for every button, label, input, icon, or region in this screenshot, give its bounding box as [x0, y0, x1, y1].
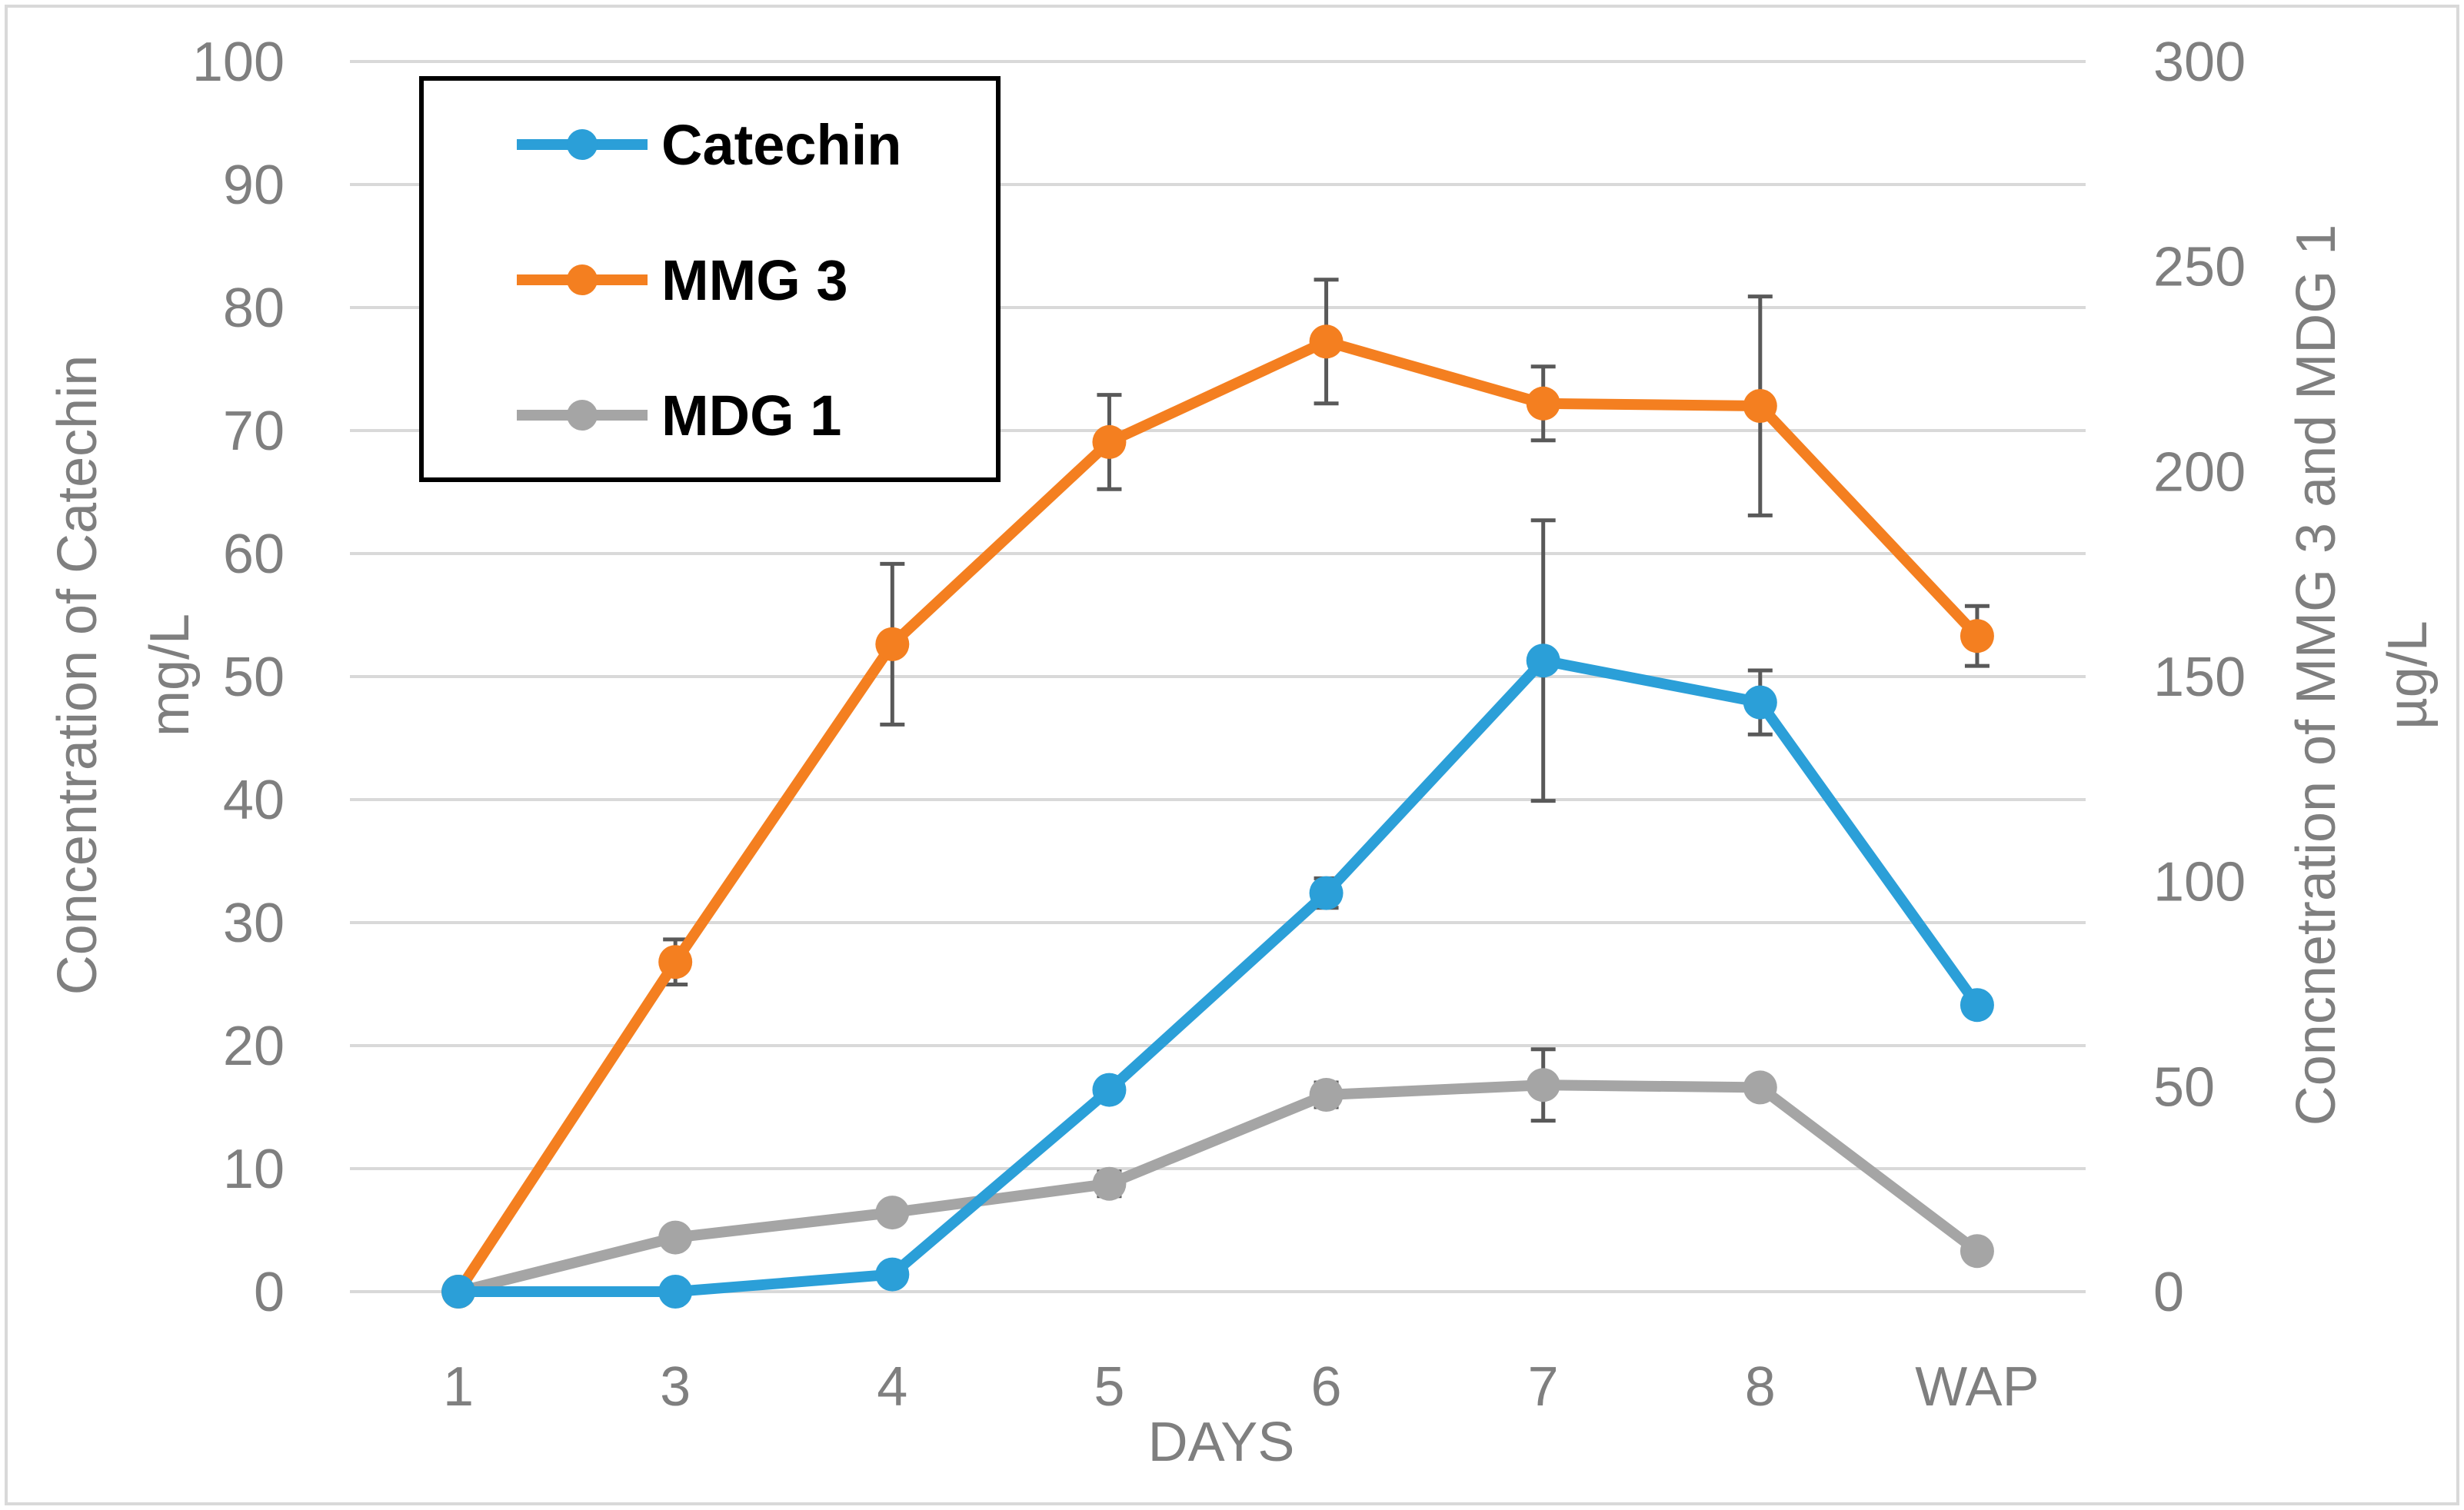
data-point-catechin — [441, 1275, 476, 1309]
data-point-mmg3 — [1526, 386, 1560, 421]
x-tick-label: 8 — [1745, 1356, 1776, 1418]
x-tick-label: WAP — [1915, 1356, 2039, 1418]
left-tick-label: 70 — [223, 401, 285, 462]
left-tick-label: 90 — [223, 155, 285, 216]
data-point-mdg1 — [1526, 1068, 1560, 1103]
legend: Catechin MMG 3 MDG 1 — [419, 76, 1001, 482]
left-tick-label: 10 — [223, 1139, 285, 1200]
gridlines — [350, 60, 2086, 1293]
left-tick-label: 20 — [223, 1016, 285, 1077]
data-point-mdg1 — [1960, 1234, 1994, 1269]
series-line-mmg3 — [453, 336, 1983, 1297]
left-tick-label: 30 — [223, 893, 285, 954]
left-axis-title: Concentration of Catechin mg/L — [47, 355, 201, 996]
x-tick-label: 1 — [443, 1356, 474, 1418]
right-tick-label: 100 — [2153, 852, 2246, 913]
x-tick-label: 4 — [877, 1356, 907, 1418]
data-point-mdg1 — [1743, 1070, 1777, 1105]
data-point-mdg1 — [1309, 1078, 1344, 1112]
left-axis-title-line-2: mg/L — [139, 614, 201, 737]
series-line-mdg1 — [453, 1079, 1983, 1297]
legend-label-mdg1: MDG 1 — [661, 384, 841, 447]
data-point-mmg3 — [1960, 619, 1994, 654]
data-point-mmg3 — [875, 627, 910, 661]
left-tick-label: 50 — [223, 647, 285, 708]
left-tick-label: 60 — [223, 524, 285, 585]
right-axis-title: Concnetration of MMG 3 and MDG 1 µg/L — [2286, 225, 2439, 1126]
data-point-catechin — [875, 1257, 910, 1292]
legend-label-mmg3: MMG 3 — [661, 248, 848, 312]
x-tick-label: 6 — [1311, 1356, 1342, 1418]
right-tick-label: 200 — [2153, 441, 2246, 503]
data-point-mdg1 — [875, 1196, 910, 1230]
legend-marker-mmg3 — [567, 264, 598, 295]
x-axis-ticks: 1 3 4 5 6 7 8 WAP — [443, 1356, 2039, 1418]
right-tick-label: 300 — [2153, 32, 2246, 93]
x-tick-label: 7 — [1528, 1356, 1559, 1418]
left-tick-label: 0 — [254, 1262, 285, 1323]
left-tick-label: 100 — [192, 32, 285, 93]
right-tick-label: 0 — [2153, 1262, 2184, 1323]
right-tick-label: 150 — [2153, 647, 2246, 708]
left-tick-label: 40 — [223, 770, 285, 831]
x-tick-label: 3 — [660, 1356, 691, 1418]
series-layer — [441, 324, 1994, 1309]
data-point-mmg3 — [1309, 324, 1344, 359]
data-point-mmg3 — [1092, 424, 1127, 459]
data-point-mmg3 — [1743, 389, 1777, 423]
legend-marker-mdg1 — [567, 400, 598, 431]
x-tick-label: 5 — [1094, 1356, 1124, 1418]
right-axis-title-line-1: Concnetration of MMG 3 and MDG 1 — [2286, 225, 2347, 1126]
left-axis-title-line-1: Concentration of Catechin — [47, 355, 108, 996]
legend-label-catechin: Catechin — [661, 113, 902, 177]
right-tick-label: 50 — [2153, 1056, 2215, 1118]
series-line-catechin — [453, 655, 1983, 1297]
data-point-catechin — [658, 1275, 693, 1309]
data-point-catechin — [1960, 988, 1994, 1023]
data-point-catechin — [1092, 1073, 1127, 1107]
right-tick-label: 250 — [2153, 237, 2246, 298]
left-axis-ticks: 0 10 20 30 40 50 60 70 80 90 100 — [192, 32, 285, 1323]
data-point-mmg3 — [658, 945, 693, 980]
data-point-catechin — [1743, 685, 1777, 720]
right-axis-title-line-2: µg/L — [2377, 620, 2439, 730]
legend-marker-catechin — [567, 129, 598, 160]
data-point-catechin — [1526, 644, 1560, 678]
left-tick-label: 80 — [223, 278, 285, 339]
data-point-catechin — [1309, 876, 1344, 910]
chart-area-border — [5, 5, 2459, 1505]
data-point-mdg1 — [658, 1220, 693, 1255]
x-axis-title: DAYS — [1148, 1412, 1295, 1473]
right-axis-ticks: 0 50 100 150 200 250 300 — [2153, 32, 2246, 1323]
data-point-mdg1 — [1092, 1166, 1127, 1201]
